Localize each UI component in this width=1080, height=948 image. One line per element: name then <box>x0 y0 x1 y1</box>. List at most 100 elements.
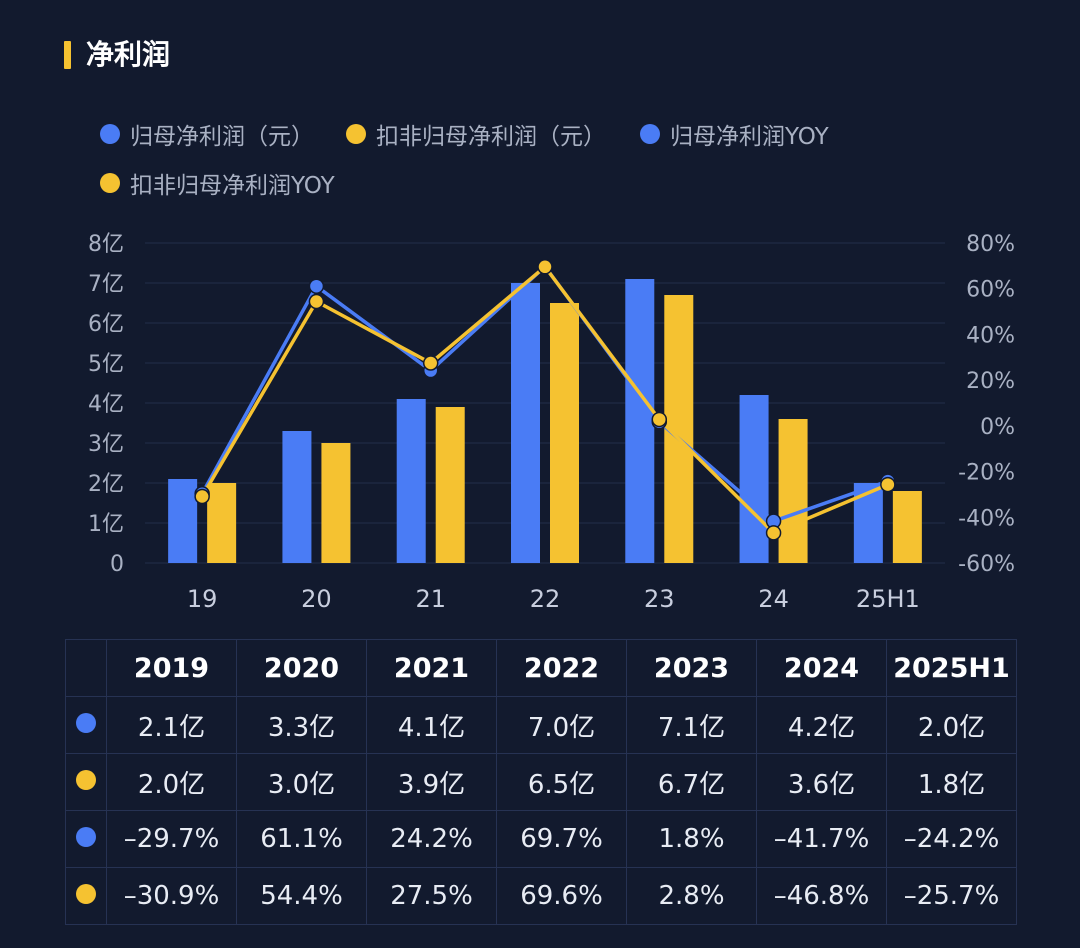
row-dot-icon <box>76 713 96 733</box>
table-cell: –46.8% <box>756 867 887 925</box>
table-cell: 69.6% <box>496 867 627 925</box>
y-right-tick-label: -60% <box>958 552 1015 577</box>
y-left-tick-label: 7亿 <box>88 272 124 297</box>
bar <box>435 407 465 563</box>
series-point <box>880 476 896 493</box>
table-cell: 7.1亿 <box>626 696 757 754</box>
legend-label: 归母净利润YOY <box>670 124 829 150</box>
bar <box>396 399 426 563</box>
y-right-tick-label: 40% <box>966 323 1015 348</box>
legend-item-net-profit[interactable]: 归母净利润（元） <box>100 120 314 150</box>
legend-dot-icon <box>100 173 120 193</box>
y-right-tick-label: 80% <box>966 232 1015 257</box>
table-row: –29.7% 61.1% 24.2% 69.7% 1.8% –41.7% –24… <box>65 810 1017 868</box>
table-cell: 54.4% <box>236 867 367 925</box>
table-cell: 61.1% <box>236 810 367 868</box>
table-cell: 2.1亿 <box>106 696 237 754</box>
y-right-tick-label: 60% <box>966 278 1015 303</box>
x-tick-label: 24 <box>758 585 789 613</box>
bar <box>625 279 655 563</box>
x-tick-label: 22 <box>530 585 561 613</box>
bar <box>321 443 351 563</box>
y-right-tick-label: -20% <box>958 461 1015 486</box>
bar <box>207 483 237 563</box>
table-cell: 3.0亿 <box>236 753 367 811</box>
legend-item-deducted-net-profit[interactable]: 扣非归母净利润（元） <box>346 120 606 150</box>
page-title: 净利润 <box>86 38 171 71</box>
legend-item-net-profit-yoy[interactable]: 归母净利润YOY <box>640 120 829 150</box>
series-point <box>422 355 439 371</box>
table-cell: 2.0亿 <box>106 753 237 811</box>
table-header-cell: 2020 <box>236 639 367 697</box>
x-tick-label: 23 <box>644 585 675 613</box>
bar <box>892 491 922 563</box>
legend-dot-icon <box>100 124 120 144</box>
table-cell: 1.8亿 <box>886 753 1017 811</box>
table-cell: 1.8% <box>626 810 757 868</box>
table-row: 2.1亿 3.3亿 4.1亿 7.0亿 7.1亿 4.2亿 2.0亿 <box>65 696 1017 754</box>
bar <box>853 483 883 563</box>
table-cell: –24.2% <box>886 810 1017 868</box>
y-left-tick-label: 5亿 <box>88 352 124 377</box>
series-point <box>537 259 553 275</box>
table-cell: 3.9亿 <box>366 753 497 811</box>
legend-dot-icon <box>346 124 366 144</box>
row-marker <box>65 753 107 811</box>
x-tick-label: 21 <box>415 585 446 613</box>
table-cell: 2.8% <box>626 867 757 925</box>
title-accent-bar <box>64 41 71 69</box>
y-left-tick-label: 8亿 <box>88 232 124 257</box>
table-cell: 24.2% <box>366 810 497 868</box>
table-cell: 4.2亿 <box>756 696 887 754</box>
table-header-cell: 2025H1 <box>886 639 1017 697</box>
x-tick-label: 20 <box>301 585 332 613</box>
row-marker <box>65 867 107 925</box>
table-cell: 7.0亿 <box>496 696 627 754</box>
table-cell: –25.7% <box>886 867 1017 925</box>
table-header-cell: 2019 <box>106 639 237 697</box>
bar <box>511 283 540 563</box>
x-tick-label: 25H1 <box>856 585 920 613</box>
bar <box>168 479 198 563</box>
table-cell: –29.7% <box>106 810 237 868</box>
series-point <box>194 488 210 505</box>
bar <box>550 303 579 563</box>
table-corner-cell <box>65 639 107 697</box>
legend-item-deducted-net-profit-yoy[interactable]: 扣非归母净利润YOY <box>100 169 335 199</box>
bar <box>778 419 808 563</box>
table-cell: 6.5亿 <box>496 753 627 811</box>
y-left-tick-label: 2亿 <box>88 472 124 497</box>
table-header-row: 2019 2020 2021 2022 2023 2024 2025H1 <box>65 639 1017 697</box>
table-row: –30.9% 54.4% 27.5% 69.6% 2.8% –46.8% –25… <box>65 867 1017 925</box>
table-cell: –30.9% <box>106 867 237 925</box>
table-cell: 4.1亿 <box>366 696 497 754</box>
y-right-tick-label: -40% <box>958 506 1015 531</box>
legend-label: 扣非归母净利润（元） <box>376 124 606 150</box>
table-cell: 69.7% <box>496 810 627 868</box>
series-point <box>651 411 668 428</box>
y-left-tick-label: 1亿 <box>88 512 124 537</box>
series-point <box>308 278 325 294</box>
data-table: 2019 2020 2021 2022 2023 2024 2025H1 2.1… <box>65 639 1017 925</box>
y-left-tick-label: 3亿 <box>88 432 124 457</box>
table-row: 2.0亿 3.0亿 3.9亿 6.5亿 6.7亿 3.6亿 1.8亿 <box>65 753 1017 811</box>
table-header-cell: 2021 <box>366 639 497 697</box>
net-profit-chart: 0 1亿 2亿 3亿 4亿 5亿 6亿 7亿 8亿 -60% -40% -20% 0% 20% 40% 60%… <box>88 232 1015 613</box>
row-dot-icon <box>76 770 96 790</box>
y-right-tick-label: 20% <box>966 369 1015 394</box>
legend-dot-icon <box>640 124 660 144</box>
row-marker <box>65 696 107 754</box>
row-dot-icon <box>76 827 96 847</box>
table-cell: –41.7% <box>756 810 887 868</box>
y-right-tick-label: 0% <box>980 415 1015 440</box>
x-tick-label: 19 <box>187 585 218 613</box>
legend-label: 归母净利润（元） <box>130 124 314 150</box>
table-header-cell: 2024 <box>756 639 887 697</box>
bar <box>739 395 769 563</box>
table-cell: 3.6亿 <box>756 753 887 811</box>
table-cell: 6.7亿 <box>626 753 757 811</box>
y-left-tick-label: 0 <box>110 552 124 577</box>
row-marker <box>65 810 107 868</box>
y-left-tick-label: 4亿 <box>88 392 124 417</box>
table-cell: 2.0亿 <box>886 696 1017 754</box>
